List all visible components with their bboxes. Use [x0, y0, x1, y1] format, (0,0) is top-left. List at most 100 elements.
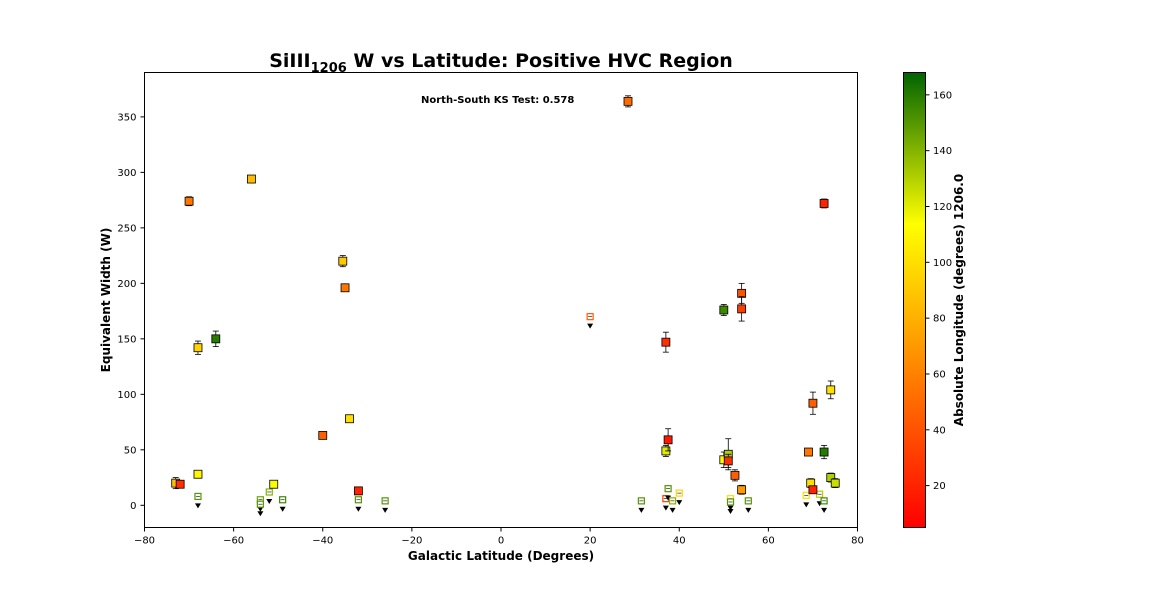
x-tick-label: −60	[223, 536, 244, 547]
detection-square	[826, 473, 836, 482]
x-axis-label: Galactic Latitude (Degrees)	[408, 549, 594, 563]
y-tick-label: 150	[117, 334, 136, 345]
detection-point	[663, 428, 673, 452]
detection-square	[723, 456, 733, 466]
upper-limit-point	[802, 491, 810, 508]
detection-square	[730, 470, 740, 480]
upper-limit-point	[668, 497, 677, 513]
upper-limit-arrow	[665, 495, 672, 501]
detection-square	[804, 447, 813, 457]
detection-point	[175, 479, 185, 489]
colorbar-tick-label: 40	[933, 425, 946, 436]
x-tick-label: 0	[498, 536, 504, 547]
upper-limit-arrow	[355, 506, 362, 512]
data-marks	[171, 95, 840, 517]
ks-test-annotation: North-South KS Test: 0.578	[421, 95, 574, 106]
detection-point	[345, 414, 354, 424]
detection-point	[826, 472, 836, 483]
colorbar-tick-label: 20	[933, 481, 946, 492]
y-axis-label: Equivalent Width (W)	[99, 228, 113, 373]
detection-point	[808, 485, 818, 495]
upper-limit-arrow	[257, 506, 264, 512]
colorbar-tick-label: 80	[933, 314, 946, 325]
upper-limit-arrow	[821, 507, 828, 513]
detection-square	[808, 485, 818, 495]
detection-square	[623, 96, 633, 106]
upper-limit-arrow	[194, 503, 201, 509]
colorbar-tick-label: 160	[933, 90, 952, 101]
upper-limit-point	[637, 497, 645, 513]
detection-square	[808, 398, 818, 408]
detection-square	[345, 414, 354, 424]
upper-limit-arrow	[803, 502, 810, 508]
upper-limit-arrow	[727, 505, 734, 511]
upper-limit-point	[279, 496, 287, 512]
upper-limit-point	[726, 498, 735, 514]
detection-square	[737, 288, 747, 298]
upper-limit-arrow	[638, 507, 645, 513]
detection-point	[819, 198, 829, 209]
detection-point	[661, 331, 671, 353]
upper-limit-point	[381, 497, 389, 513]
detection-square	[318, 430, 328, 440]
colorbar-label: Absolute Longitude (degrees) 1206.0	[952, 174, 966, 426]
upper-limit-point	[586, 313, 594, 329]
x-tick-label: −40	[312, 536, 333, 547]
detection-square	[826, 385, 836, 395]
detection-square	[175, 479, 185, 489]
detection-square	[338, 256, 348, 266]
detection-square	[353, 486, 363, 496]
detection-square	[193, 343, 203, 353]
detection-point	[353, 486, 363, 496]
detection-point	[193, 340, 203, 355]
detection-point	[719, 304, 729, 316]
x-tick-label: −80	[134, 536, 155, 547]
detection-point	[184, 196, 194, 207]
detection-point	[819, 444, 829, 460]
upper-limit-arrow	[676, 500, 683, 506]
title-prefix: SiIII	[269, 50, 310, 72]
x-tick-label: 20	[584, 536, 597, 547]
detection-square	[211, 334, 221, 344]
upper-limit-arrow	[382, 507, 389, 513]
colorbar	[903, 72, 926, 528]
y-tick-label: 250	[117, 223, 136, 234]
upper-limit-point	[256, 500, 264, 517]
detection-point	[723, 453, 733, 468]
upper-limit-point	[820, 497, 828, 513]
colorbar-tick-label: 140	[933, 146, 952, 157]
detection-point	[737, 296, 747, 322]
detection-point	[623, 95, 633, 108]
detection-square	[819, 199, 829, 208]
y-tick-label: 350	[117, 112, 136, 123]
detection-point	[211, 330, 221, 348]
upper-limit-arrow	[279, 506, 286, 512]
detection-square	[661, 337, 671, 347]
detection-square	[193, 469, 203, 479]
detection-square	[269, 479, 279, 489]
x-tick-label: 80	[851, 536, 864, 547]
upper-limit-point	[675, 489, 683, 506]
y-tick-label: 300	[117, 168, 136, 179]
upper-limit-arrow	[669, 507, 676, 513]
detection-point	[737, 484, 747, 495]
upper-limit-arrow	[257, 511, 264, 517]
upper-limit-point	[744, 497, 752, 513]
detection-point	[826, 380, 836, 400]
y-tick-label: 0	[130, 501, 136, 512]
detection-square	[737, 304, 747, 314]
x-axis-ticks: −80 −60 −40 −20 0 20 40 60 80	[134, 527, 864, 547]
detection-point	[804, 447, 813, 457]
upper-limit-point	[194, 492, 202, 509]
upper-limit-point	[265, 488, 273, 504]
upper-limit-arrow	[587, 323, 594, 329]
title-subscript: 1206	[311, 61, 347, 76]
detection-square	[247, 174, 256, 184]
x-tick-label: 40	[673, 536, 686, 547]
y-tick-label: 200	[117, 279, 136, 290]
upper-limit-arrow	[266, 498, 273, 504]
detection-point	[808, 391, 818, 415]
detection-point	[269, 479, 279, 489]
detection-point	[730, 469, 740, 482]
